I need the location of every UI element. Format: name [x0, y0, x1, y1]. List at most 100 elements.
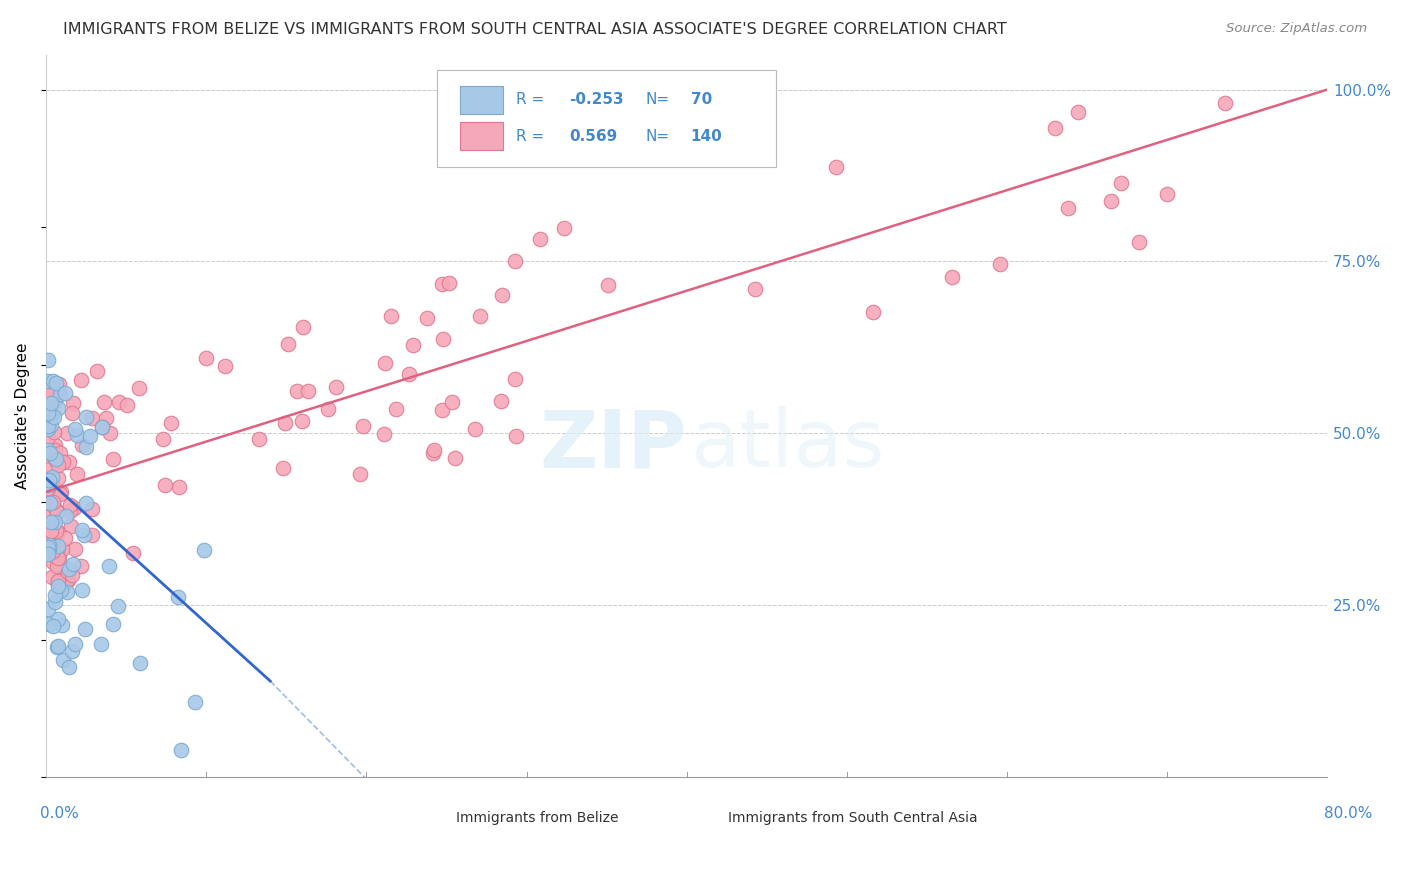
Text: 0.0%: 0.0%: [39, 806, 79, 822]
Point: [70, 373, 93, 387]
Point: [49, 571, 72, 585]
Point: [60, 643, 83, 657]
Point: [52, 653, 75, 667]
Text: ZIP: ZIP: [540, 406, 686, 484]
Point: [184, 695, 207, 709]
Point: [349, 467, 371, 481]
Point: [274, 417, 297, 431]
Point: [42, 425, 65, 440]
Point: [62, 558, 84, 572]
Point: [42, 387, 65, 401]
Point: [37, 430, 59, 444]
Point: [48, 549, 70, 564]
Point: [45, 376, 67, 390]
FancyBboxPatch shape: [409, 806, 450, 830]
Point: [824, 160, 846, 174]
Point: [38, 446, 60, 460]
Text: R =: R =: [516, 93, 550, 107]
Point: [464, 422, 486, 436]
Point: [422, 446, 444, 460]
Point: [170, 743, 193, 757]
Point: [437, 276, 460, 290]
Point: [55, 508, 77, 523]
Point: [444, 450, 467, 465]
Point: [56, 584, 79, 599]
Point: [39, 409, 62, 423]
Point: [489, 394, 512, 409]
Point: [430, 402, 453, 417]
Point: [100, 425, 122, 440]
Point: [398, 367, 420, 381]
Point: [374, 357, 396, 371]
Point: [37, 419, 59, 434]
Point: [380, 310, 402, 324]
Point: [37, 401, 59, 416]
Point: [38, 541, 60, 556]
Point: [37, 602, 59, 616]
Point: [48, 556, 70, 570]
Point: [39, 395, 62, 409]
Point: [58, 455, 80, 469]
FancyBboxPatch shape: [682, 806, 723, 830]
Point: [44, 438, 66, 452]
Point: [37, 374, 59, 388]
Point: [529, 232, 551, 246]
Point: [79, 429, 101, 443]
Point: [46, 524, 69, 539]
Point: [553, 221, 575, 235]
Point: [101, 451, 124, 466]
Text: R =: R =: [516, 128, 550, 144]
Point: [1215, 96, 1237, 111]
Point: [97, 559, 120, 574]
Point: [128, 381, 150, 395]
Point: [37, 443, 59, 458]
Point: [75, 496, 97, 510]
Point: [38, 405, 60, 419]
Point: [66, 467, 89, 481]
Point: [37, 353, 59, 368]
Point: [46, 401, 69, 415]
Point: [468, 310, 491, 324]
Point: [46, 458, 69, 473]
Point: [46, 470, 69, 484]
Point: [1156, 187, 1178, 202]
Point: [70, 559, 93, 574]
Text: Immigrants from South Central Asia: Immigrants from South Central Asia: [728, 812, 977, 825]
Point: [52, 577, 75, 591]
Point: [41, 555, 63, 569]
Point: [37, 422, 59, 436]
Point: [441, 395, 464, 409]
Point: [59, 519, 82, 533]
Point: [75, 440, 97, 454]
Point: [63, 541, 86, 556]
Point: [63, 422, 86, 436]
Point: [70, 438, 93, 452]
Point: [38, 393, 60, 408]
Point: [373, 426, 395, 441]
Point: [214, 359, 236, 373]
Point: [49, 454, 72, 468]
Point: [423, 442, 446, 457]
Point: [416, 311, 439, 326]
Point: [59, 504, 82, 518]
Text: 70: 70: [690, 93, 711, 107]
Point: [39, 515, 62, 529]
Point: [297, 384, 319, 398]
Text: Immigrants from Belize: Immigrants from Belize: [456, 812, 619, 825]
Point: [46, 387, 69, 401]
Point: [44, 589, 66, 603]
Text: atlas: atlas: [690, 406, 884, 484]
Point: [82, 502, 104, 516]
Text: IMMIGRANTS FROM BELIZE VS IMMIGRANTS FROM SOUTH CENTRAL ASIA ASSOCIATE'S DEGREE : IMMIGRANTS FROM BELIZE VS IMMIGRANTS FRO…: [63, 22, 1007, 37]
Point: [41, 407, 63, 421]
Point: [37, 509, 59, 524]
Point: [80, 411, 103, 425]
Point: [37, 534, 59, 549]
Point: [93, 395, 115, 409]
Point: [46, 639, 69, 653]
Point: [166, 590, 188, 604]
Point: [44, 452, 66, 467]
Point: [44, 443, 66, 458]
Point: [63, 637, 86, 651]
Point: [41, 569, 63, 583]
